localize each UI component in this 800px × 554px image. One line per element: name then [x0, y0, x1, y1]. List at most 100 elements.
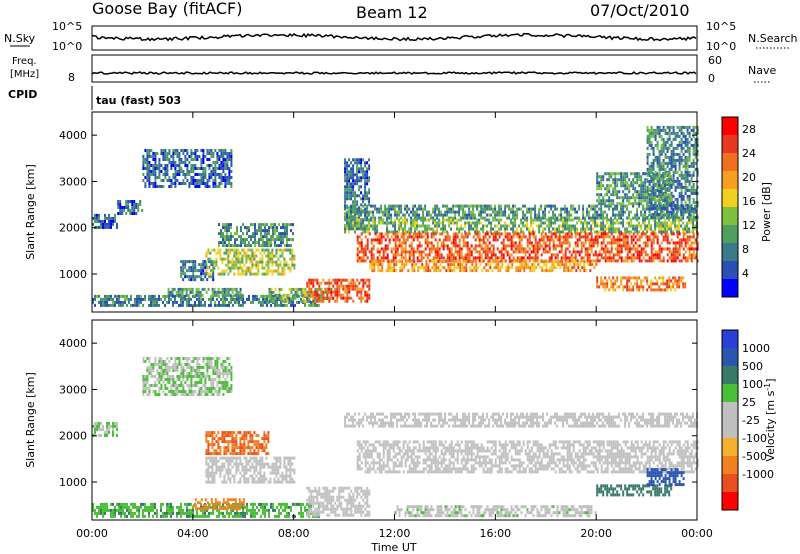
- range-time-cell: [268, 226, 270, 230]
- range-time-cell: [604, 224, 607, 228]
- range-time-cell: [146, 179, 149, 182]
- range-time-cell: [182, 161, 185, 164]
- range-time-cell: [279, 254, 282, 258]
- range-time-cell: [526, 241, 529, 245]
- range-time-cell: [614, 227, 617, 231]
- range-time-cell: [680, 215, 683, 219]
- range-time-cell: [131, 209, 134, 212]
- range-time-cell: [222, 176, 225, 179]
- range-time-cell: [672, 250, 675, 254]
- range-time-cell: [536, 241, 539, 245]
- range-time-cell: [636, 256, 639, 260]
- range-time-cell: [616, 227, 619, 231]
- range-time-cell: [548, 230, 551, 234]
- range-time-cell: [366, 216, 369, 220]
- range-time-cell: [440, 244, 443, 248]
- range-time-cell: [364, 161, 367, 165]
- range-time-cell: [230, 161, 233, 164]
- range-time-cell: [504, 207, 507, 211]
- range-time-cell: [414, 230, 417, 234]
- range-time-cell: [676, 215, 679, 219]
- range-time-cell: [230, 164, 233, 167]
- range-time-cell: [350, 188, 353, 192]
- range-time-cell: [362, 287, 365, 291]
- range-time-cell: [414, 224, 417, 228]
- range-time-cell: [458, 218, 461, 222]
- range-time-cell: [590, 232, 593, 236]
- range-time-cell: [368, 296, 371, 300]
- range-time-cell: [370, 218, 373, 222]
- range-time-cell: [172, 173, 175, 176]
- range-time-cell: [660, 227, 663, 231]
- range-time-cell: [152, 167, 155, 170]
- range-time-cell: [454, 232, 457, 236]
- range-time-cell: [656, 185, 659, 189]
- range-time-cell: [142, 155, 145, 158]
- range-time-cell: [560, 213, 563, 217]
- range-time-cell: [437, 266, 440, 270]
- range-time-cell: [596, 232, 599, 236]
- range-time-cell: [348, 213, 351, 217]
- range-time-cell: [416, 213, 419, 217]
- range-time-cell: [569, 269, 572, 273]
- range-time-cell: [555, 260, 558, 264]
- range-time-cell: [207, 248, 210, 252]
- range-time-cell: [602, 216, 605, 220]
- range-time-cell: [592, 227, 595, 231]
- range-time-cell: [444, 230, 447, 234]
- range-time-cell: [192, 167, 195, 170]
- range-time-cell: [220, 232, 222, 236]
- range-time-cell: [368, 158, 371, 162]
- range-time-cell: [690, 230, 693, 234]
- range-time-cell: [566, 207, 569, 211]
- range-time-cell: [666, 137, 669, 141]
- range-time-cell: [366, 290, 369, 294]
- range-time-cell: [626, 250, 629, 254]
- range-time-cell: [241, 248, 244, 252]
- range-time-cell: [447, 266, 450, 270]
- range-time-cell: [678, 191, 681, 195]
- range-time-cell: [412, 207, 415, 211]
- range-time-cell: [676, 152, 679, 156]
- range-time-cell: [540, 207, 543, 211]
- range-time-cell: [513, 260, 516, 264]
- range-time-cell: [424, 207, 427, 211]
- range-time-cell: [218, 244, 220, 248]
- range-time-cell: [450, 227, 453, 231]
- range-time-cell: [464, 204, 467, 208]
- range-time-cell: [260, 238, 262, 242]
- range-time-cell: [690, 221, 693, 225]
- range-time-cell: [222, 244, 224, 248]
- range-time-cell: [636, 244, 639, 248]
- range-time-cell: [523, 263, 526, 267]
- range-time-cell: [114, 216, 116, 220]
- range-time-cell: [680, 185, 683, 189]
- range-time-cell: [478, 241, 481, 245]
- range-time-cell: [154, 173, 157, 176]
- range-time-cell: [344, 191, 347, 195]
- range-time-cell: [442, 213, 445, 217]
- range-time-cell: [422, 230, 425, 234]
- range-time-cell: [686, 176, 689, 180]
- range-time-cell: [384, 213, 387, 217]
- range-time-cell: [684, 140, 687, 144]
- range-time-cell: [658, 155, 661, 159]
- range-time-cell: [281, 272, 284, 276]
- range-time-cell: [312, 284, 315, 288]
- range-time-cell: [466, 253, 469, 257]
- range-time-cell: [386, 207, 389, 211]
- range-time-cell: [496, 238, 499, 242]
- range-time-cell: [200, 303, 202, 307]
- range-time-cell: [452, 232, 455, 236]
- range-time-cell: [260, 294, 262, 298]
- range-time-cell: [268, 241, 270, 245]
- range-time-cell: [374, 218, 377, 222]
- range-time-cell: [582, 224, 585, 228]
- range-time-cell: [260, 226, 262, 230]
- range-time-cell: [432, 221, 435, 225]
- range-time-cell: [212, 167, 215, 170]
- range-time-cell: [152, 185, 155, 188]
- range-time-cell: [202, 272, 205, 276]
- range-time-cell: [606, 227, 609, 231]
- range-time-cell: [656, 125, 659, 129]
